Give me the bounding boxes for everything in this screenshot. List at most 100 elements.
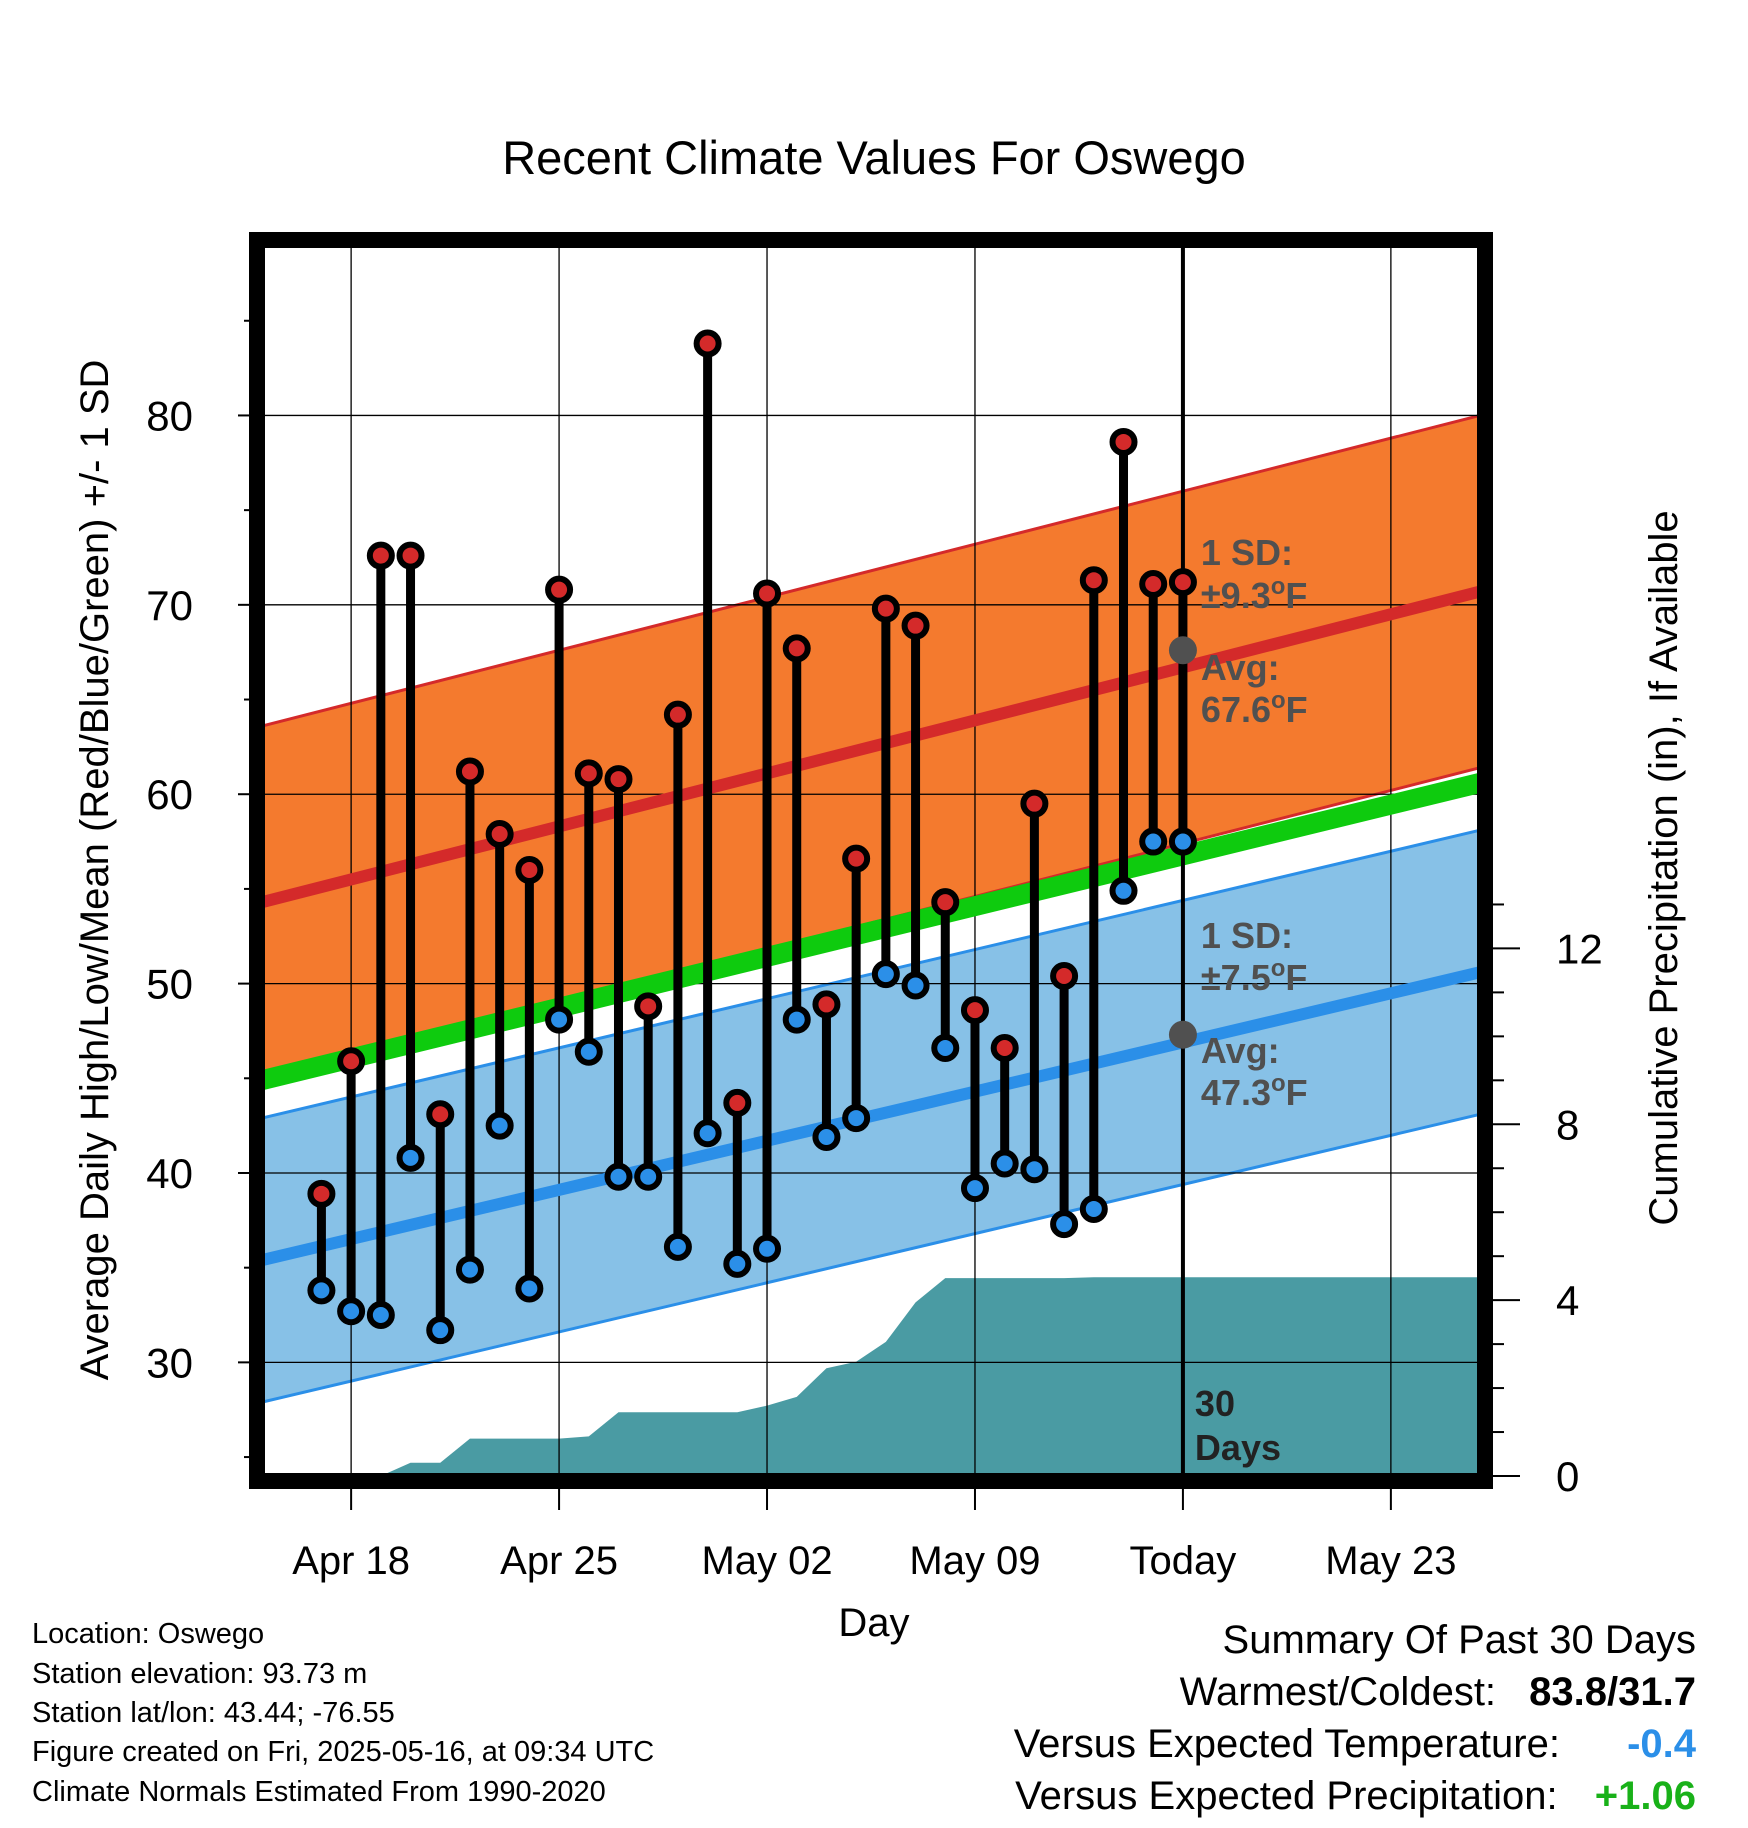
left-tick-label: 50: [146, 961, 193, 1008]
bottom-axis: Apr 18 Apr 25 May 02 May 09 Today May 23: [292, 1488, 1456, 1583]
daily-low-point: [990, 1149, 1019, 1178]
daily-low-point: [1020, 1155, 1049, 1184]
daily-high-point: [842, 844, 871, 873]
daily-high-point: [1050, 962, 1079, 991]
elevation-text: Station elevation: 93.73 m: [32, 1658, 368, 1690]
daily-low-point: [693, 1119, 722, 1148]
daily-values: [307, 329, 1197, 1345]
daily-high-point: [753, 579, 782, 608]
precip-label: Versus Expected Precipitation:: [1015, 1774, 1558, 1818]
daily-low-point: [455, 1255, 484, 1284]
daily-high-point: [663, 700, 692, 729]
location-text: Location: Oswego: [32, 1618, 265, 1650]
daily-high-point: [960, 996, 989, 1025]
daily-low-point: [545, 1005, 574, 1034]
normal-low-line: [260, 966, 1482, 1266]
left-tick-label: 70: [146, 582, 193, 629]
daily-low-point: [782, 1005, 811, 1034]
daily-low-point: [812, 1123, 841, 1152]
daily-high-point: [871, 594, 900, 623]
warm-cold-value: 83.8/31.7: [1529, 1670, 1696, 1714]
daily-high-point: [604, 765, 633, 794]
daily-low-point: [1109, 876, 1138, 905]
daily-low-point: [1139, 827, 1168, 856]
daily-high-point: [693, 329, 722, 358]
daily-high-point: [515, 855, 544, 884]
daily-high-point: [455, 757, 484, 786]
daily-high-point: [931, 888, 960, 917]
daily-low-point: [663, 1232, 692, 1261]
daily-low-point: [396, 1143, 425, 1172]
daily-low-point: [960, 1174, 989, 1203]
bottom-tick-label: Today: [1130, 1539, 1237, 1583]
daily-low-point: [842, 1104, 871, 1133]
warm-cold-label: Warmest/Coldest:: [1179, 1670, 1497, 1714]
daily-high-point: [337, 1047, 366, 1076]
temp-label: Versus Expected Temperature:: [1013, 1722, 1560, 1766]
y-axis-label-left: Average Daily High/Low/Mean (Red/Blue/Gr…: [73, 360, 117, 1381]
daily-high-point: [307, 1179, 336, 1208]
plot-frame: [249, 232, 1493, 1489]
chart-title: Recent Climate Values For Oswego: [502, 131, 1246, 184]
y-axis-label-right: Cumulative Precipitation (in), If Availa…: [1642, 510, 1686, 1225]
days-label: 30 Days: [1195, 1383, 1281, 1468]
daily-low-point: [574, 1037, 603, 1066]
daily-high-point: [1109, 427, 1138, 456]
bottom-tick-label: Apr 18: [292, 1539, 410, 1583]
daily-high-point: [1079, 566, 1108, 595]
bottom-tick-label: May 02: [701, 1539, 832, 1583]
left-tick-label: 30: [146, 1339, 193, 1386]
daily-low-point: [1079, 1194, 1108, 1223]
right-tick-label: 8: [1556, 1101, 1579, 1148]
left-tick-label: 80: [146, 392, 193, 439]
daily-high-point: [990, 1033, 1019, 1062]
daily-high-point: [723, 1088, 752, 1117]
daily-low-point: [1168, 827, 1197, 856]
daily-low-point: [723, 1249, 752, 1278]
precipitation-area: [351, 1277, 1480, 1476]
low-sd-lower-edge: [261, 1112, 1481, 1404]
low-avg-value: 47.3oF: [1201, 1070, 1308, 1113]
normals-text: Climate Normals Estimated From 1990-2020: [32, 1776, 606, 1808]
latlon-text: Station lat/lon: 43.44; -76.55: [32, 1697, 395, 1729]
daily-high-point: [1020, 789, 1049, 818]
daily-high-point: [485, 819, 514, 848]
daily-high-point: [426, 1100, 455, 1129]
daily-low-point: [485, 1111, 514, 1140]
low-avg-label: Avg:: [1201, 1030, 1280, 1071]
daily-high-point: [396, 541, 425, 570]
low-sd-value: ±7.5oF: [1201, 955, 1307, 998]
right-tick-label: 12: [1556, 925, 1603, 972]
normal-high-line: [260, 585, 1482, 908]
created-text: Figure created on Fri, 2025-05-16, at 09…: [32, 1736, 655, 1768]
right-tick-label: 0: [1556, 1453, 1579, 1500]
warm-cold-row: Warmest/Coldest: 83.8/31.7: [1180, 1670, 1696, 1715]
bottom-tick-label: May 09: [909, 1539, 1040, 1583]
daily-high-point: [1168, 568, 1197, 597]
precip-value: +1.06: [1594, 1774, 1696, 1818]
daily-low-point: [634, 1162, 663, 1191]
high-avg-label: Avg:: [1201, 647, 1280, 688]
right-tick-label: 4: [1556, 1277, 1579, 1324]
today-low-avg-marker: [1168, 1020, 1197, 1049]
precip-row: Versus Expected Precipitation: +1.06: [1015, 1774, 1696, 1819]
daily-low-point: [901, 971, 930, 1000]
normal-mean-line: [259, 773, 1483, 1090]
left-tick-label: 60: [146, 771, 193, 818]
daily-low-point: [604, 1162, 633, 1191]
daily-high-point: [634, 992, 663, 1021]
daily-high-point: [545, 575, 574, 604]
high-sd-label: 1 SD:: [1201, 532, 1293, 573]
daily-low-point: [337, 1297, 366, 1326]
daily-low-point: [426, 1316, 455, 1345]
x-axis-label: Day: [838, 1601, 909, 1645]
daily-high-point: [366, 541, 395, 570]
temp-row: Versus Expected Temperature: -0.4: [1014, 1722, 1696, 1767]
temp-value: -0.4: [1627, 1722, 1696, 1766]
high-sd-upper-edge: [261, 413, 1481, 728]
daily-low-point: [753, 1234, 782, 1263]
daily-low-point: [1050, 1210, 1079, 1239]
left-axis: 30 40 50 60 70 80: [146, 319, 250, 1459]
